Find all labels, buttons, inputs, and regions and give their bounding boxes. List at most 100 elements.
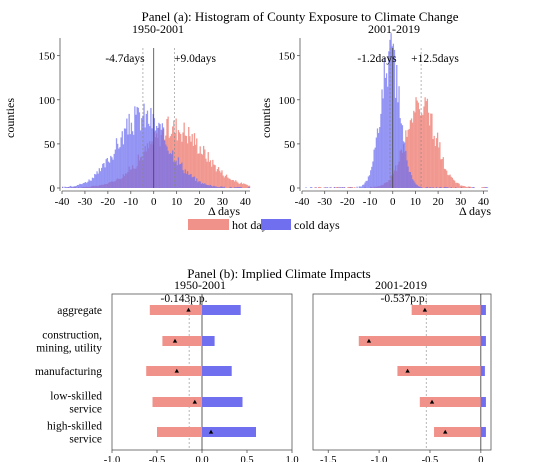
histogram-bar-cold bbox=[207, 185, 209, 188]
x-tick-label: -0.5 bbox=[149, 455, 166, 462]
histogram-bar-cold bbox=[371, 166, 373, 188]
x-tick-label: 10 bbox=[171, 196, 183, 208]
histogram-bar-hot bbox=[240, 182, 243, 188]
histogram-bar-hot bbox=[447, 174, 449, 188]
histogram-bar-cold bbox=[128, 113, 130, 188]
histogram-bar-cold bbox=[393, 49, 396, 188]
histogram-bar-cold bbox=[98, 168, 100, 188]
histogram-bar-cold bbox=[358, 186, 360, 188]
histogram-bar-hot bbox=[438, 147, 440, 188]
histogram-bar-cold bbox=[118, 148, 120, 188]
histogram-bar-cold bbox=[167, 150, 169, 188]
mean-cold-label-left: -4.7days bbox=[105, 53, 145, 65]
histogram-bar-hot bbox=[452, 179, 455, 188]
bar-hot bbox=[152, 397, 202, 407]
histogram-bar-cold bbox=[337, 186, 339, 188]
x-tick-label: 30 bbox=[217, 196, 229, 208]
histogram-1950-2001: 0 50 100 150 -40 -30 -20 -10 0 10 20 30 40 bbox=[39, 38, 251, 208]
histogram-bar-cold bbox=[62, 186, 64, 188]
histogram-bar-cold bbox=[197, 182, 199, 188]
histogram-bar-hot bbox=[196, 138, 198, 188]
histogram-bar-cold bbox=[119, 147, 121, 188]
histogram-bar-hot bbox=[178, 132, 181, 188]
y-tick-label: 100 bbox=[279, 95, 296, 107]
x-tick-label: 30 bbox=[455, 196, 467, 208]
histogram-bar-cold bbox=[88, 179, 90, 188]
histogram-bar-cold bbox=[135, 114, 137, 188]
histogram-bar-cold bbox=[194, 180, 197, 188]
histogram-bar-hot bbox=[314, 187, 316, 188]
histogram-bar-cold bbox=[209, 184, 212, 188]
histogram-bar-cold bbox=[381, 89, 383, 188]
histogram-bar-hot bbox=[223, 177, 225, 188]
histogram-bar-cold bbox=[84, 182, 87, 188]
histogram-bar-cold bbox=[364, 182, 366, 188]
category-label: manufacturing bbox=[35, 366, 102, 378]
histogram-bar-cold bbox=[182, 170, 184, 188]
histogram-bar-cold bbox=[415, 184, 417, 188]
histogram-bar-cold bbox=[237, 187, 239, 188]
histogram-bar-hot bbox=[173, 120, 175, 188]
histogram-bar-cold bbox=[159, 124, 161, 188]
histogram-bar-cold bbox=[410, 175, 413, 188]
histogram-bar-hot bbox=[436, 132, 439, 188]
histogram-bar-cold bbox=[89, 180, 91, 188]
histogram-bar-cold bbox=[444, 186, 447, 188]
histogram-bar-cold bbox=[247, 187, 250, 188]
bar-cold bbox=[480, 305, 486, 315]
histogram-bar-hot bbox=[200, 153, 203, 188]
histogram-bar-cold bbox=[91, 177, 94, 188]
histogram-bar-cold bbox=[417, 186, 419, 188]
histogram-bar-cold bbox=[217, 187, 220, 188]
histogram-bar-hot bbox=[439, 142, 441, 188]
histogram-bar-hot bbox=[235, 180, 237, 188]
histogram-bar-cold bbox=[350, 187, 353, 188]
histogram-bar-hot bbox=[227, 177, 229, 188]
histogram-bar-hot bbox=[458, 183, 460, 188]
histogram-bar-cold bbox=[305, 187, 307, 188]
histogram-bar-cold bbox=[375, 137, 377, 188]
histogram-bar-cold bbox=[129, 134, 131, 188]
histogram-bar-cold bbox=[435, 187, 438, 188]
histogram-bar-cold bbox=[193, 176, 196, 188]
histogram-bar-cold bbox=[113, 153, 115, 188]
histogram-bar-hot bbox=[413, 110, 415, 188]
x-tick-label: 0 bbox=[478, 455, 483, 462]
histogram-bar-cold bbox=[219, 187, 221, 188]
y-tick-label: 50 bbox=[284, 139, 296, 151]
histogram-bar-cold bbox=[133, 134, 135, 188]
histogram-bar-hot bbox=[334, 187, 337, 188]
bar-cold bbox=[480, 366, 485, 376]
histogram-bar-cold bbox=[391, 46, 393, 188]
histogram-bar-hot bbox=[469, 186, 472, 188]
histogram-bar-cold bbox=[388, 51, 390, 188]
histogram-bar-cold bbox=[96, 171, 98, 188]
histogram-bar-cold bbox=[407, 166, 409, 188]
histogram-bar-cold bbox=[404, 142, 406, 188]
histogram-bar-cold bbox=[150, 107, 152, 188]
x-tick-label: -30 bbox=[78, 196, 93, 208]
histogram-bar-hot bbox=[185, 135, 188, 188]
mean-hot-label-right: +12.5days bbox=[411, 53, 459, 65]
histogram-bar-cold bbox=[175, 160, 177, 188]
histogram-bar-hot bbox=[217, 167, 220, 188]
bar-cold bbox=[480, 397, 486, 407]
net-effect-marker bbox=[174, 368, 179, 373]
histogram-bar-hot bbox=[232, 180, 235, 188]
histogram-bar-hot bbox=[412, 122, 414, 188]
histogram-bar-cold bbox=[248, 187, 251, 188]
histogram-bar-cold bbox=[392, 43, 395, 189]
histogram-bar-cold bbox=[425, 186, 427, 188]
histogram-bar-hot bbox=[414, 112, 416, 188]
histogram-bar-hot bbox=[221, 170, 223, 188]
histogram-bar-cold bbox=[395, 97, 397, 188]
histogram-bar-cold bbox=[68, 186, 71, 188]
histogram-bar-cold bbox=[103, 163, 105, 188]
histogram-bar-cold bbox=[181, 162, 183, 188]
histogram-bar-cold bbox=[222, 187, 224, 188]
histogram-bar-hot bbox=[450, 176, 452, 188]
histogram-bar-hot bbox=[446, 170, 448, 188]
histogram-bar-cold bbox=[170, 154, 173, 188]
impact-bars-2001-2019: -1.5 -1.0 -0.5 0 bbox=[312, 293, 492, 462]
histogram-bar-hot bbox=[340, 187, 342, 188]
